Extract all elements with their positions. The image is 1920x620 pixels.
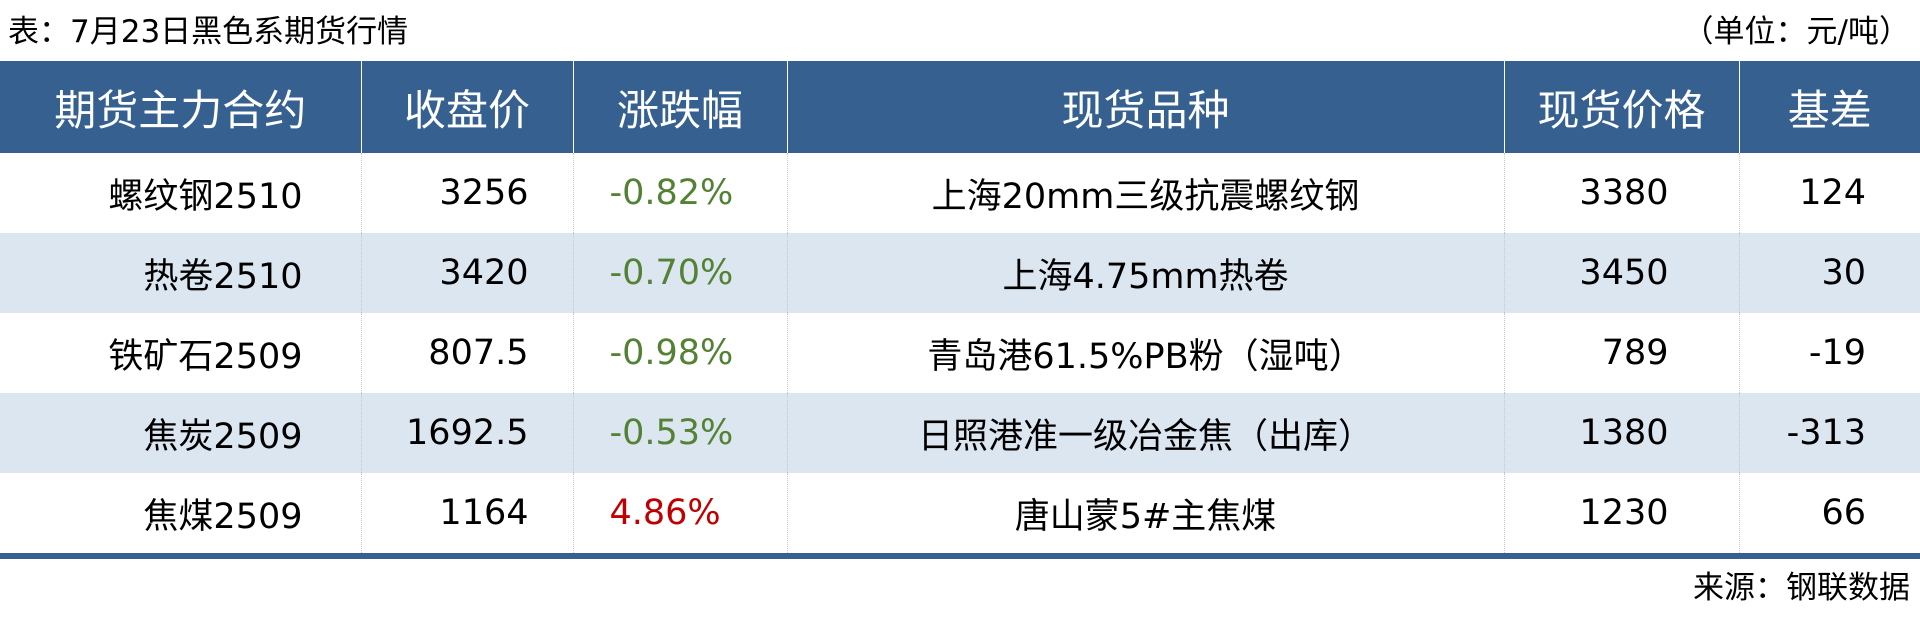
cell-contract: 焦炭2509 <box>0 393 361 473</box>
cell-close: 3420 <box>360 233 573 313</box>
cell-spot-variety: 唐山蒙5#主焦煤 <box>786 473 1504 559</box>
cell-spot-price: 3450 <box>1503 233 1739 313</box>
cell-spot-variety: 日照港准一级冶金焦（出库） <box>786 393 1504 473</box>
futures-table: 期货主力合约 收盘价 涨跌幅 现货品种 现货价格 基差 螺纹钢2510 3256-… <box>0 61 1920 559</box>
table-row: 焦煤2509 1164 4.86% 唐山蒙5#主焦煤 1230 66 <box>0 473 1920 559</box>
table-row: 铁矿石2509 807.5 -0.98% 青岛港61.5%PB粉（湿吨） 789 -19 <box>0 313 1920 393</box>
cell-change: -0.53% <box>572 393 787 473</box>
col-header-basis: 基差 <box>1738 61 1920 153</box>
col-header-close: 收盘价 <box>360 61 573 153</box>
cell-spot-price: 789 <box>1503 313 1739 393</box>
cell-contract: 焦煤2509 <box>0 473 361 559</box>
cell-close: 807.5 <box>360 313 573 393</box>
cell-contract: 螺纹钢2510 <box>108 176 303 217</box>
cell-spot-price: 1380 <box>1503 393 1739 473</box>
cell-basis: 66 <box>1738 473 1920 559</box>
header-row: 期货主力合约 收盘价 涨跌幅 现货品种 现货价格 基差 <box>0 61 1920 153</box>
unit-label: （单位：元/吨） <box>1682 14 1910 50</box>
cell-spot-price: 3380 <box>1503 153 1739 233</box>
cell-spot-price: 1230 <box>1503 473 1739 559</box>
col-header-change: 涨跌幅 <box>572 61 787 153</box>
cell-close: 3256 <box>360 153 573 233</box>
cell-contract: 热卷2510 <box>0 233 361 313</box>
table-row: 螺纹钢2510 3256 -0.82% 上海20mm三级抗震螺纹钢 3380 124 <box>0 153 1920 233</box>
cell-basis: -313 <box>1738 393 1920 473</box>
table-title: 表：7月23日黑色系期货行情 <box>8 14 409 50</box>
cell-change: -0.98% <box>572 313 787 393</box>
cell-close: 1692.5 <box>360 393 573 473</box>
cell-spot-variety: 青岛港61.5%PB粉（湿吨） <box>786 313 1504 393</box>
cell-close: 1164 <box>360 473 573 559</box>
cell-contract: 铁矿石2509 <box>108 336 303 377</box>
cell-spot-variety: 上海20mm三级抗震螺纹钢 <box>786 153 1504 233</box>
col-header-spot-variety: 现货品种 <box>786 61 1504 153</box>
cell-basis: -19 <box>1738 313 1920 393</box>
table-row: 焦炭2509 1692.5 -0.53% 日照港准一级冶金焦（出库） 1380 -313 <box>0 393 1920 473</box>
cell-basis: 30 <box>1738 233 1920 313</box>
cell-spot-variety: 上海4.75mm热卷 <box>786 233 1504 313</box>
source-note: 来源：钢联数据 <box>1693 570 1910 606</box>
col-header-spot-price: 现货价格 <box>1503 61 1739 153</box>
cell-change: -0.82% <box>572 153 787 233</box>
cell-change: -0.70% <box>572 233 787 313</box>
cell-basis: 124 <box>1738 153 1920 233</box>
col-header-contract: 期货主力合约 <box>0 61 361 153</box>
cell-change: 4.86% <box>572 473 787 559</box>
table-row: 热卷2510 3420 -0.70% 上海4.75mm热卷 3450 30 <box>0 233 1920 313</box>
